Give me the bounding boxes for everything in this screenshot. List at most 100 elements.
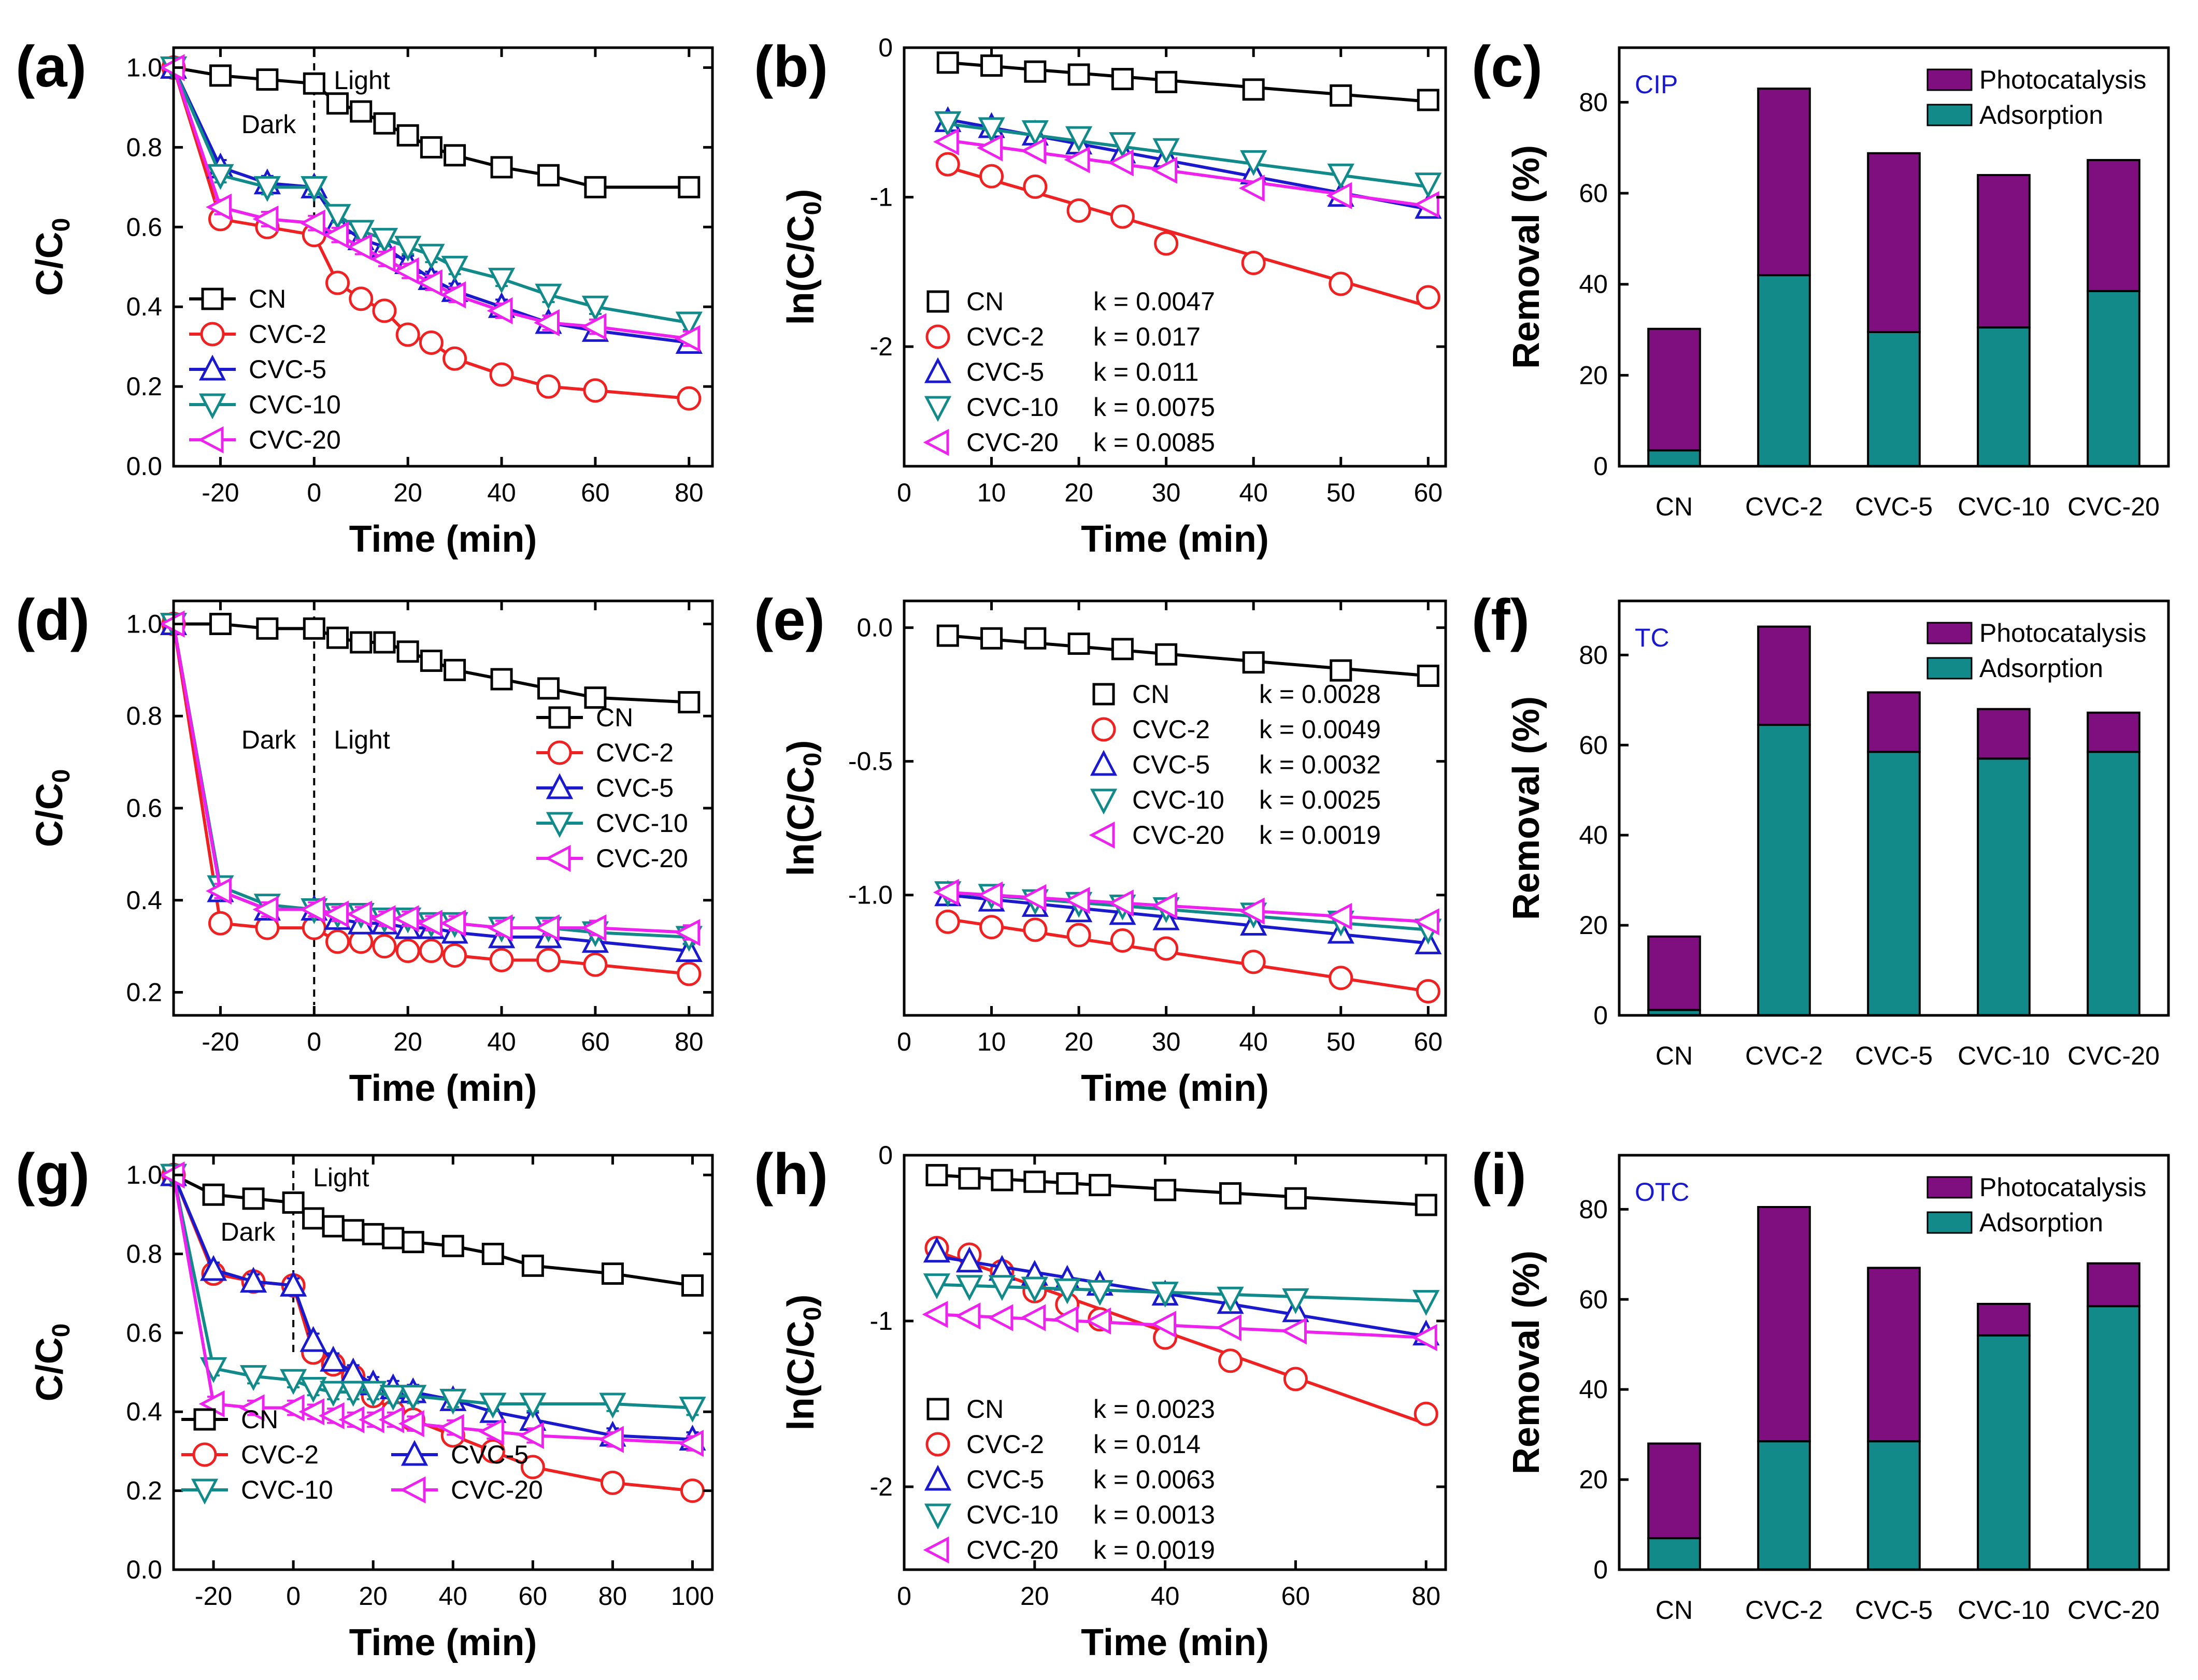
data-point xyxy=(988,1275,1016,1301)
data-point xyxy=(1109,132,1136,159)
bar-group-cvc-10 xyxy=(1977,708,2031,1016)
bar-photocatalysis xyxy=(1867,1267,1921,1443)
data-point xyxy=(954,1302,981,1330)
data-point xyxy=(339,1381,367,1407)
bar-group-cvc-10 xyxy=(1977,1302,2031,1571)
data-point xyxy=(521,1254,544,1277)
data-point xyxy=(441,1234,464,1257)
data-point xyxy=(1155,643,1178,666)
y-tick-label: 1.0 xyxy=(126,1160,162,1189)
data-point xyxy=(396,640,419,663)
legend-label: CVC-5 xyxy=(451,1440,529,1469)
data-point xyxy=(396,124,419,147)
data-point xyxy=(580,914,607,942)
data-point xyxy=(299,1377,327,1403)
series-cvc-10 xyxy=(934,881,1442,945)
series-cvc-10 xyxy=(923,1273,1440,1316)
data-point xyxy=(318,1402,345,1429)
data-point xyxy=(675,311,703,338)
legend-rate-constant: k = 0.0085 xyxy=(1093,428,1215,457)
x-tick-label: 20 xyxy=(1020,1582,1049,1611)
data-point xyxy=(977,134,1003,162)
y-tick-label: 60 xyxy=(1579,179,1608,208)
y-axis-label: ln(C/C0) xyxy=(780,740,826,877)
bar-group-cvc-5 xyxy=(1867,1267,1921,1571)
plot-frame xyxy=(903,599,1447,1017)
series-cn xyxy=(162,612,701,714)
bar-photocatalysis xyxy=(1757,88,1811,277)
data-point xyxy=(209,64,232,87)
legend-marker xyxy=(1090,750,1118,776)
data-point xyxy=(326,92,349,115)
x-tick-label: CVC-5 xyxy=(1855,492,1933,521)
legend-label: CVC-20 xyxy=(966,1535,1059,1564)
plot-frame xyxy=(172,1154,714,1571)
bar-adsorption xyxy=(1977,757,2031,1016)
data-point xyxy=(298,1398,325,1426)
legend-label: CVC-20 xyxy=(966,428,1059,457)
legend-marker xyxy=(548,706,571,729)
data-point xyxy=(1414,1401,1438,1426)
legend-rate-constant: k = 0.0063 xyxy=(1093,1465,1215,1494)
legend-marker xyxy=(1092,683,1115,706)
data-point xyxy=(584,686,607,709)
y-tick-label: -1 xyxy=(870,1306,893,1336)
x-tick-label: 80 xyxy=(675,1027,704,1056)
data-point xyxy=(382,1227,405,1250)
y-tick-label: -0.5 xyxy=(848,747,893,776)
data-point xyxy=(674,918,701,946)
x-axis-label: Time (min) xyxy=(1081,1068,1269,1109)
legend-marker xyxy=(926,290,949,313)
bar-photocatalysis xyxy=(1867,152,1921,333)
plot-frame xyxy=(903,1154,1447,1571)
x-tick-label: CVC-20 xyxy=(2067,492,2160,521)
data-point xyxy=(1066,198,1091,223)
series-cvc-2 xyxy=(935,152,1440,310)
x-tick-label: CVC-10 xyxy=(1958,1041,2050,1070)
data-point xyxy=(1329,271,1353,296)
data-point xyxy=(677,386,702,411)
data-point xyxy=(1238,175,1265,202)
data-point xyxy=(443,943,467,968)
y-axis-label: Removal (%) xyxy=(1506,145,1547,369)
series-cvc-20 xyxy=(922,1301,1437,1352)
series-cn xyxy=(162,1164,704,1297)
bar-adsorption xyxy=(1977,1334,2031,1571)
legend-marker xyxy=(546,812,574,838)
legend-swatch xyxy=(1926,1176,1973,1199)
bar-group-cvc-20 xyxy=(2087,711,2140,1016)
bar-group-cvc-5 xyxy=(1867,691,1921,1016)
data-point xyxy=(209,612,232,635)
data-point xyxy=(487,914,513,942)
legend-rate-constant: k = 0.0019 xyxy=(1093,1535,1215,1564)
y-tick-label: 40 xyxy=(1579,1375,1608,1404)
data-point xyxy=(488,267,516,294)
bar-group-cvc-2 xyxy=(1757,1206,1811,1571)
y-tick-label: 0.6 xyxy=(126,212,162,241)
data-point xyxy=(534,309,560,337)
data-point xyxy=(299,209,325,237)
x-tick-label: 60 xyxy=(1414,1027,1443,1056)
y-axis-label-main: ln(C/C xyxy=(780,215,822,325)
data-point xyxy=(372,934,397,959)
x-tick-label: 0 xyxy=(897,1027,911,1056)
data-point xyxy=(1053,1278,1081,1304)
data-point xyxy=(1020,137,1047,165)
y-axis-label-main: C/C xyxy=(29,783,70,847)
data-point xyxy=(1154,231,1179,256)
data-point xyxy=(980,627,1003,650)
series-cvc-10 xyxy=(160,56,703,338)
data-point xyxy=(278,1394,305,1421)
x-tick-label: 60 xyxy=(1414,478,1443,507)
data-point xyxy=(320,1345,347,1372)
data-point xyxy=(206,877,232,905)
data-point xyxy=(1330,659,1352,682)
y-axis-label-end: ) xyxy=(780,1295,822,1307)
legend-rate-constant: k = 0.0013 xyxy=(1093,1500,1215,1529)
x-tick-label: CN xyxy=(1655,1041,1693,1070)
x-tick-label: CN xyxy=(1655,1596,1693,1625)
bar-adsorption xyxy=(1757,1440,1811,1571)
y-tick-label: 1.0 xyxy=(126,53,162,82)
legend: Photocatalysis Adsorption xyxy=(1926,1173,2146,1237)
legend-label: CVC-2 xyxy=(241,1440,319,1469)
